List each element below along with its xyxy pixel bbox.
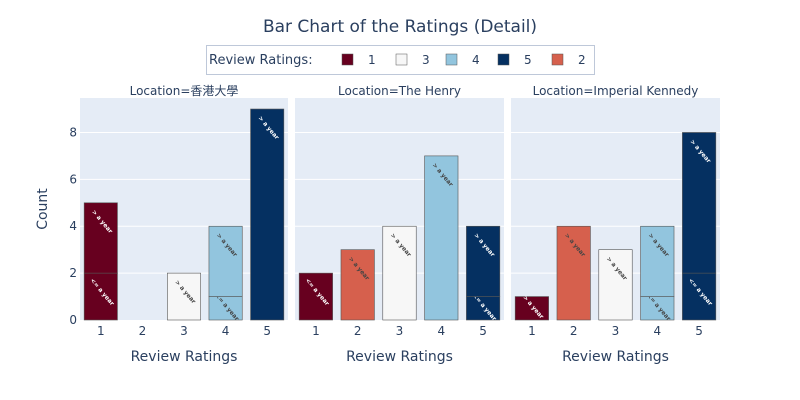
x-tick-label: 2 xyxy=(139,324,147,338)
x-axis-title: Review Ratings xyxy=(346,349,453,365)
bar-2-over-year[interactable] xyxy=(340,249,375,321)
legend-label-3: 3 xyxy=(422,53,430,67)
x-tick-label: 4 xyxy=(222,324,230,338)
bar-4-over-year[interactable] xyxy=(424,155,459,321)
legend-label-4: 4 xyxy=(472,53,480,67)
bar-5-over-year[interactable] xyxy=(250,108,285,321)
legend-swatch-5[interactable] xyxy=(497,53,510,66)
bar-1-over-year[interactable] xyxy=(514,296,549,321)
legend: Review Ratings: 1 3 4 5 2 xyxy=(206,45,595,75)
x-tick-label: 4 xyxy=(653,324,661,338)
legend-swatch-1[interactable] xyxy=(341,53,354,66)
bar-5-over-year[interactable] xyxy=(466,225,501,297)
facet-label: Location=香港大學 xyxy=(130,84,239,98)
bar-5-over-year[interactable] xyxy=(682,132,717,274)
x-tick-label: 1 xyxy=(97,324,105,338)
bar-3-over-year[interactable] xyxy=(167,272,201,321)
x-axis-title: Review Ratings xyxy=(562,349,669,365)
facet-label: Location=The Henry xyxy=(338,84,461,98)
bar-2-over-year[interactable] xyxy=(556,225,591,321)
y-tick-label: 6 xyxy=(69,172,77,186)
bar-1-over-year[interactable] xyxy=(83,202,118,274)
legend-title: Review Ratings: xyxy=(209,53,313,68)
bar-4-over-year[interactable] xyxy=(640,225,675,297)
x-tick-label: 5 xyxy=(695,324,703,338)
legend-swatch-2[interactable] xyxy=(551,53,564,66)
legend-label-2: 2 xyxy=(578,53,586,67)
legend-swatch-4[interactable] xyxy=(445,53,458,66)
y-tick-label: 0 xyxy=(69,313,77,327)
chart-title: Bar Chart of the Ratings (Detail) xyxy=(263,17,537,37)
x-tick-label: 3 xyxy=(396,324,404,338)
x-tick-label: 5 xyxy=(263,324,271,338)
x-tick-label: 4 xyxy=(437,324,445,338)
y-tick-label: 4 xyxy=(69,219,77,233)
legend-swatch-3[interactable] xyxy=(395,53,408,66)
y-tick-label: 2 xyxy=(69,266,77,280)
x-tick-label: 2 xyxy=(570,324,578,338)
facet-label: Location=Imperial Kennedy xyxy=(533,84,699,98)
x-tick-label: 1 xyxy=(312,324,320,338)
y-tick-label: 8 xyxy=(69,125,77,139)
legend-label-1: 1 xyxy=(368,53,376,67)
bar-4-over-year[interactable] xyxy=(208,225,243,297)
bar-1-within-year[interactable] xyxy=(298,272,333,321)
bar-3-over-year[interactable] xyxy=(598,249,633,321)
bar-1-within-year[interactable] xyxy=(83,272,118,321)
x-axis-title: Review Ratings xyxy=(131,349,238,365)
x-tick-label: 3 xyxy=(612,324,620,338)
x-tick-label: 2 xyxy=(354,324,362,338)
legend-label-5: 5 xyxy=(524,53,532,67)
x-tick-label: 5 xyxy=(479,324,487,338)
y-axis-title: Count xyxy=(35,188,51,230)
x-tick-label: 1 xyxy=(528,324,536,338)
bar-3-over-year[interactable] xyxy=(382,225,417,321)
x-tick-label: 3 xyxy=(180,324,188,338)
